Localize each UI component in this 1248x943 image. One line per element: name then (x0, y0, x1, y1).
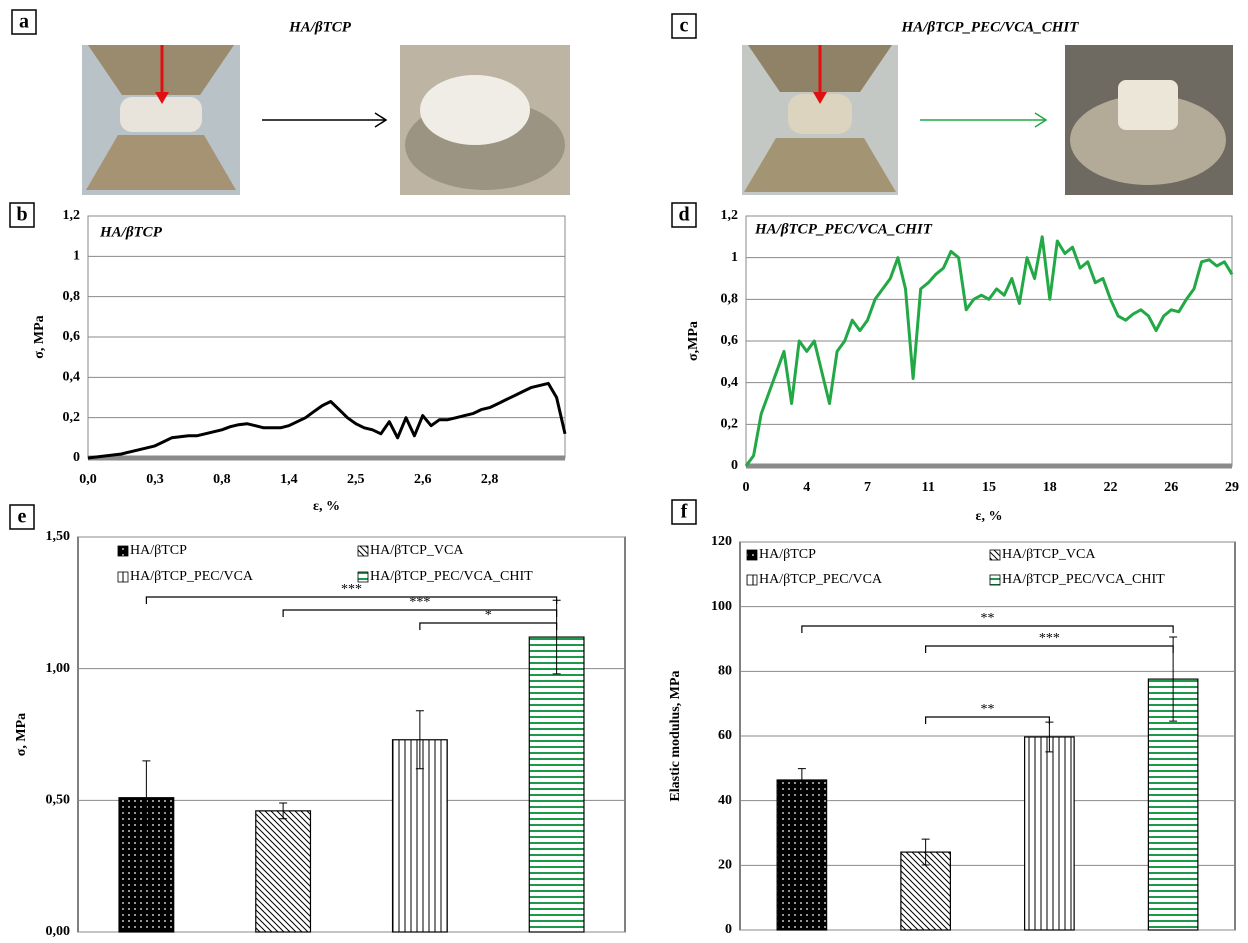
x-tick-label: 0,3 (146, 472, 164, 487)
x-tick-label: 2,6 (414, 472, 432, 487)
significance-bracket (283, 610, 557, 617)
panel-label: f (681, 501, 688, 523)
x-tick-label: 2,5 (347, 472, 365, 487)
y-tick-label: 40 (718, 793, 732, 808)
significance-bracket (926, 646, 1174, 653)
legend-label: HA/βTCP_PEC/VCA (130, 569, 254, 584)
y-tick-label: 0 (731, 458, 738, 473)
legend-swatch (747, 550, 757, 560)
y-tick-label: 1,00 (46, 661, 71, 676)
significance-label: *** (341, 582, 362, 597)
photo (82, 45, 240, 195)
panel-label: b (16, 204, 27, 226)
y-tick-label: 1 (73, 249, 80, 264)
panel-title: HA/βTCP_PEC/VCA_CHIT (901, 19, 1080, 35)
panel-label: d (678, 204, 689, 226)
y-tick-label: 1,2 (721, 208, 739, 223)
line (746, 237, 1232, 466)
x-tick-label: 15 (982, 480, 996, 495)
y-tick-label: 60 (718, 728, 732, 743)
significance-bracket (926, 717, 1050, 724)
legend-label: HA/βTCP (130, 543, 187, 558)
y-axis-title: σ, MPa (14, 713, 29, 756)
y-tick-label: 1,2 (63, 208, 81, 223)
figure: a HA/βTCP c HA/βTCP_PEC/VCA_CHIT b 0 0,2 0,… (0, 0, 1248, 943)
x-tick-label: 29 (1225, 480, 1239, 495)
x-tick-label: 26 (1164, 480, 1178, 495)
legend-swatch (990, 550, 1000, 560)
x-tick-label: 4 (803, 480, 810, 495)
legend-label: HA/βTCP (759, 547, 816, 562)
y-tick-label: 0,2 (721, 417, 739, 432)
significance-label: *** (1039, 631, 1060, 646)
x-axis-title: ε, % (976, 509, 1003, 524)
bar (1025, 737, 1075, 930)
x-tick-label: 1,4 (280, 472, 298, 487)
y-tick-label: 0,00 (46, 924, 71, 939)
chart-title: HA/βTCP_PEC/VCA_CHIT (754, 221, 933, 237)
significance-label: * (485, 608, 492, 623)
significance-label: ** (981, 702, 995, 717)
legend-swatch (358, 572, 368, 582)
y-tick-label: 0,4 (721, 375, 739, 390)
x-tick-label: 2,8 (481, 472, 499, 487)
photo (742, 45, 898, 195)
y-tick-label: 0 (725, 922, 732, 937)
y-tick-label: 0,4 (63, 370, 81, 385)
legend-label: HA/βTCP_PEC/VCA_CHIT (370, 569, 533, 584)
legend-label: HA/βTCP_PEC/VCA_CHIT (1002, 572, 1165, 587)
legend-label: HA/βTCP_VCA (370, 543, 464, 558)
y-tick-label: 0 (73, 450, 80, 465)
y-axis-title: Elastic modulus, MPa (668, 670, 683, 801)
bar (529, 637, 584, 932)
photo (1065, 45, 1233, 195)
y-tick-label: 80 (718, 664, 732, 679)
panel-title: HA/βTCP (288, 19, 352, 35)
legend-label: HA/βTCP_VCA (1002, 547, 1096, 562)
legend-label: HA/βTCP_PEC/VCA (759, 572, 883, 587)
chart-title: HA/βTCP (99, 224, 163, 240)
y-tick-label: 0,8 (721, 292, 739, 307)
panel-label: a (19, 11, 29, 33)
y-tick-label: 0,6 (63, 329, 81, 344)
y-tick-label: 20 (718, 858, 732, 873)
bar (777, 780, 827, 930)
line (88, 383, 565, 458)
bar (256, 811, 311, 932)
y-tick-label: 1,50 (46, 529, 71, 544)
legend-swatch (358, 546, 368, 556)
panel-label: c (680, 15, 689, 37)
significance-bracket (146, 597, 556, 604)
x-tick-label: 0,0 (79, 472, 97, 487)
legend-swatch (990, 575, 1000, 585)
y-tick-label: 0,2 (63, 410, 81, 425)
x-tick-label: 0,8 (213, 472, 231, 487)
photo (400, 45, 570, 195)
x-tick-label: 22 (1104, 480, 1118, 495)
significance-label: ** (981, 611, 995, 626)
y-tick-label: 100 (711, 599, 732, 614)
y-axis-title: σ, MPa (32, 315, 47, 358)
y-tick-label: 0,6 (721, 333, 739, 348)
x-tick-label: 7 (864, 480, 871, 495)
y-tick-label: 120 (711, 534, 732, 549)
x-tick-label: 11 (922, 480, 935, 495)
legend-swatch (118, 546, 128, 556)
x-tick-label: 0 (743, 480, 750, 495)
y-tick-label: 1 (731, 250, 738, 265)
panel-label: e (18, 506, 27, 528)
y-axis-title: σ,MPa (686, 321, 701, 361)
significance-bracket (802, 626, 1173, 633)
y-tick-label: 0,8 (63, 289, 81, 304)
significance-label: *** (409, 595, 430, 610)
significance-bracket (420, 623, 557, 630)
y-tick-label: 0,50 (46, 793, 71, 808)
legend-swatch (118, 572, 128, 582)
x-axis-title: ε, % (313, 499, 340, 514)
x-tick-label: 18 (1043, 480, 1057, 495)
legend-swatch (747, 575, 757, 585)
